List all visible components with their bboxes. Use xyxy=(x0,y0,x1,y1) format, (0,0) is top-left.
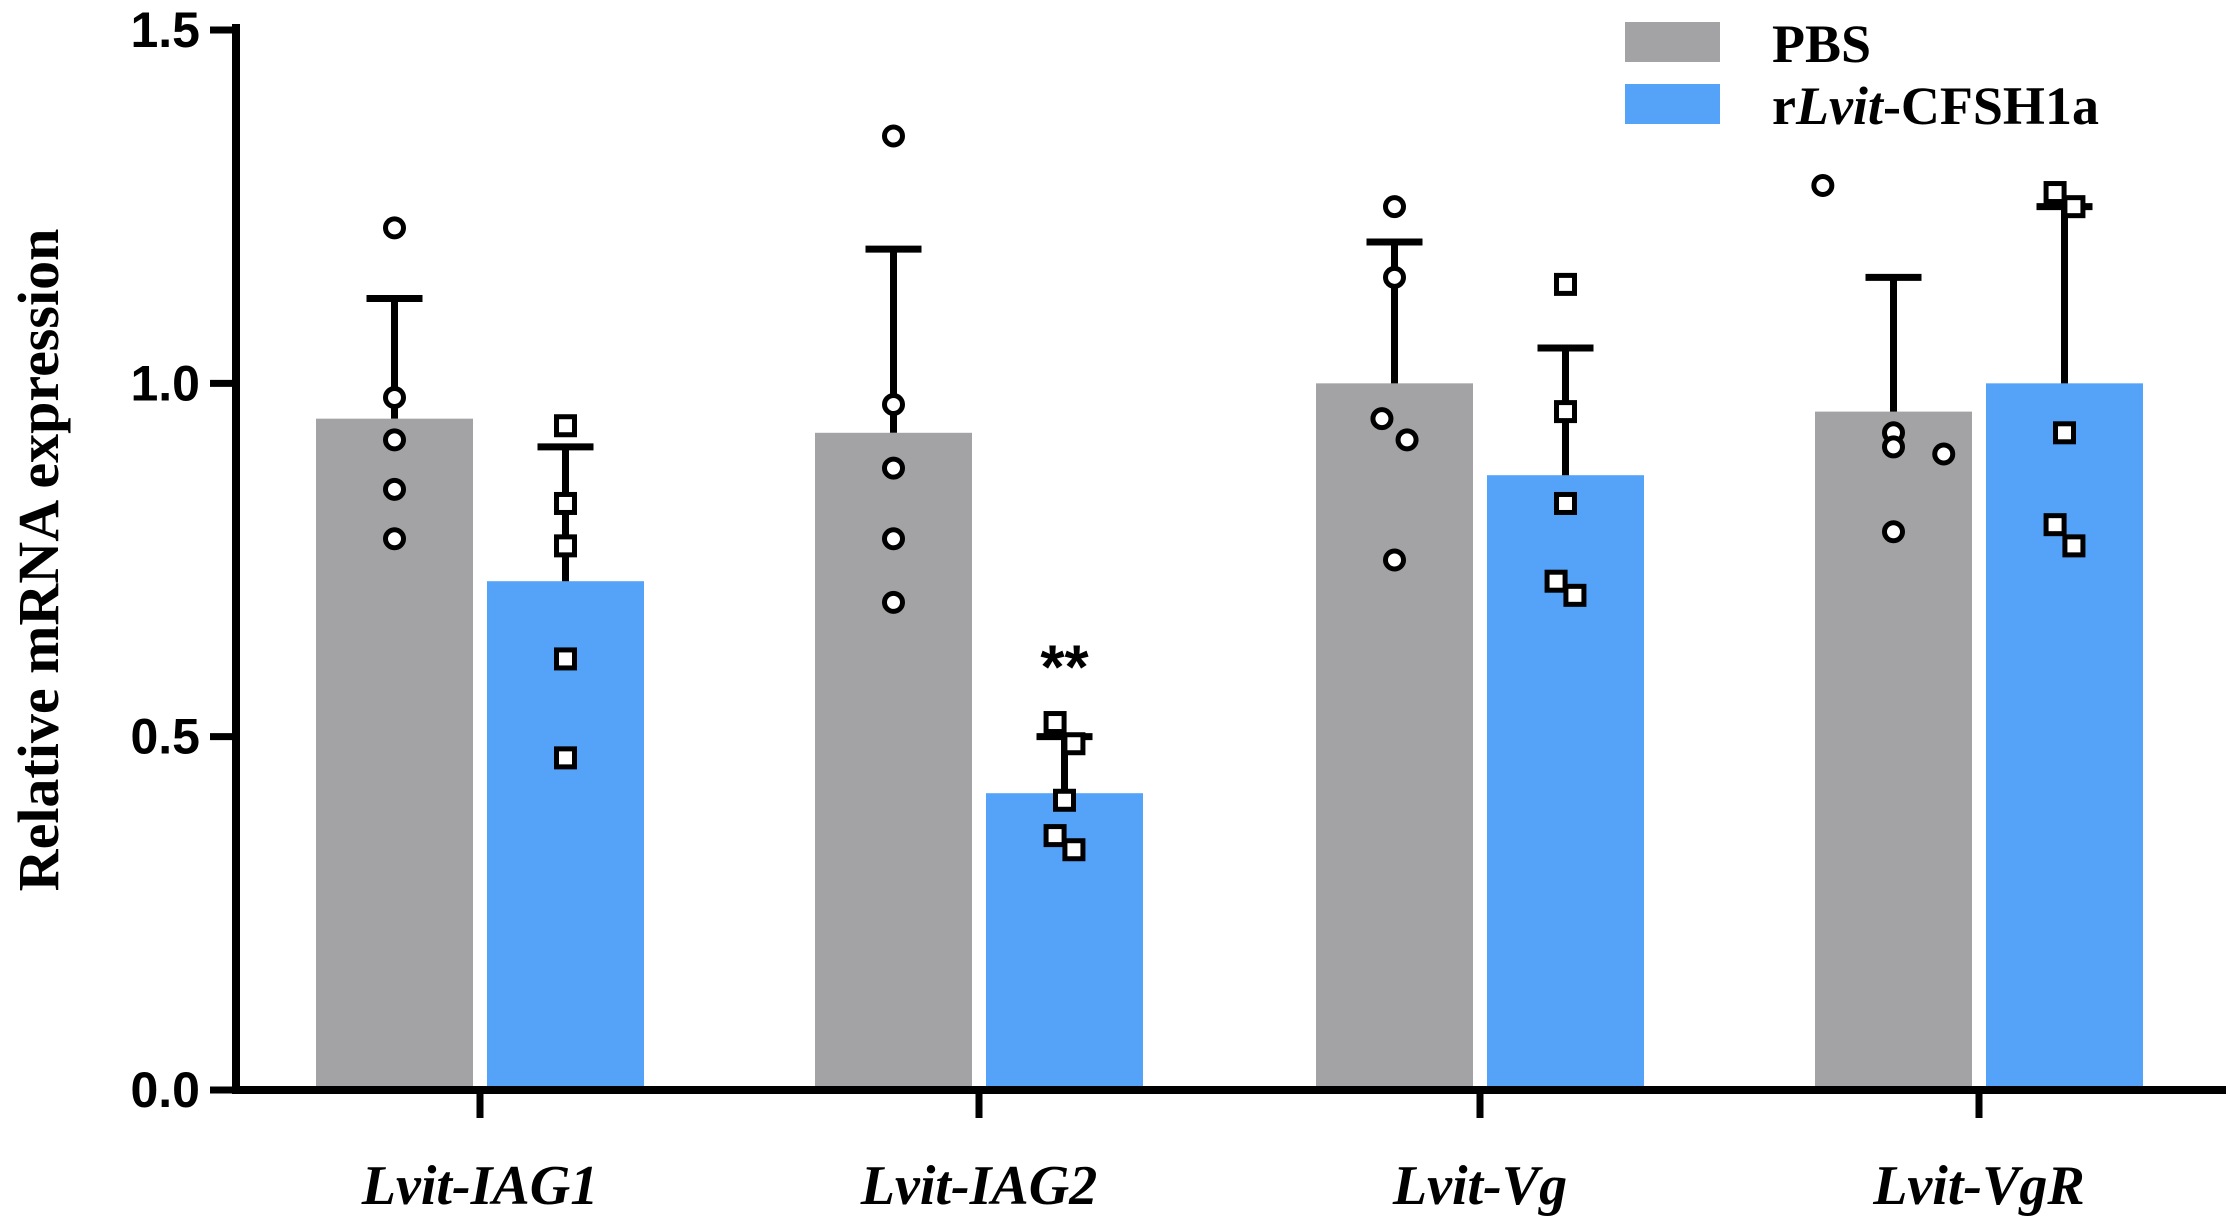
data-point-circle xyxy=(1882,435,1905,459)
data-points-layer xyxy=(383,124,2086,862)
data-point-square xyxy=(2043,181,2067,205)
data-point-square xyxy=(1563,583,1587,607)
legend-label-part: -CFSH1a xyxy=(1883,76,2099,136)
data-point-circle xyxy=(1395,428,1419,452)
x-tick-label-iag2: Lvit-IAG2 xyxy=(860,1155,1097,1217)
data-point-square xyxy=(2043,513,2067,537)
x-tick-label-sep: - xyxy=(1483,1155,1502,1217)
data-point-circle xyxy=(383,385,406,409)
data-point-circle xyxy=(882,527,905,551)
data-point-circle xyxy=(383,216,406,240)
data-point-square xyxy=(1043,711,1067,735)
x-tick-label-vg: Lvit-Vg xyxy=(1392,1155,1567,1217)
data-point-circle xyxy=(1882,520,1905,544)
data-point-square xyxy=(1062,838,1086,862)
data-point-square xyxy=(1053,788,1076,812)
y-tick-label: 1.5 xyxy=(130,2,200,58)
data-point-square xyxy=(1062,732,1086,756)
data-point-square xyxy=(554,534,577,558)
bar-cfsh1a-vgr xyxy=(1986,383,2143,1090)
legend-label-pbs: PBS xyxy=(1772,14,1871,74)
x-tick-label-gene: VgR xyxy=(1982,1155,2085,1217)
x-tick-label-prefix: Lvit xyxy=(860,1155,953,1217)
data-point-square xyxy=(554,647,577,671)
data-point-square xyxy=(554,491,577,515)
data-point-square xyxy=(2053,421,2076,445)
data-point-circle xyxy=(1383,195,1406,219)
x-tick-label-prefix: Lvit xyxy=(1392,1155,1485,1217)
data-point-circle xyxy=(882,393,905,417)
data-point-square xyxy=(2062,195,2086,219)
bar-pbs-iag1 xyxy=(316,418,473,1091)
data-point-circle xyxy=(383,428,406,452)
y-tick-label: 1.0 xyxy=(130,355,200,411)
x-tick-label-prefix: Lvit xyxy=(361,1155,454,1217)
x-tick-label-iag1: Lvit-IAG1 xyxy=(361,1155,598,1217)
legend-label-part: r xyxy=(1772,76,1796,136)
data-point-square xyxy=(1554,491,1577,515)
bar-pbs-vg xyxy=(1316,383,1473,1090)
data-point-square xyxy=(2062,534,2086,558)
data-point-circle xyxy=(882,124,905,148)
y-tick-label: 0.5 xyxy=(130,709,200,765)
x-tick-label-sep: - xyxy=(452,1155,471,1217)
x-tick-label-prefix: Lvit xyxy=(1872,1155,1965,1217)
data-point-square xyxy=(1554,272,1577,296)
data-point-square xyxy=(1043,824,1067,848)
legend-swatch-pbs xyxy=(1625,22,1720,62)
bars-layer xyxy=(316,383,2143,1091)
data-point-circle xyxy=(882,590,905,614)
bar-pbs-vgr xyxy=(1815,411,1972,1091)
data-point-circle xyxy=(383,527,406,551)
data-point-circle xyxy=(1370,407,1394,431)
x-tick-label-sep: - xyxy=(1963,1155,1982,1217)
legend-swatch-cfsh1a xyxy=(1625,84,1720,124)
legend-label-part: PBS xyxy=(1772,14,1871,74)
data-point-circle xyxy=(1932,442,1956,466)
data-point-circle xyxy=(383,477,406,501)
significance-marker: ** xyxy=(1040,634,1089,703)
data-point-square xyxy=(1554,400,1577,424)
x-tick-label-gene: Vg xyxy=(1502,1155,1567,1217)
x-tick-label-sep: - xyxy=(951,1155,970,1217)
y-tick-label: 0.0 xyxy=(130,1062,200,1118)
x-tick-label-vgr: Lvit-VgR xyxy=(1872,1155,2085,1217)
data-point-square xyxy=(554,414,577,438)
data-point-circle xyxy=(882,456,905,480)
axes-layer xyxy=(210,24,2226,1118)
legend-label-part: Lvit xyxy=(1795,76,1885,136)
data-point-circle xyxy=(1811,173,1835,197)
data-point-square xyxy=(554,746,577,770)
data-point-circle xyxy=(1383,548,1406,572)
data-point-circle xyxy=(1383,265,1406,289)
data-point-square xyxy=(1544,569,1568,593)
legend-label-cfsh1a: rLvit-CFSH1a xyxy=(1772,76,2099,136)
y-axis-title: Relative mRNA expression xyxy=(6,229,71,892)
bar-cfsh1a-vg xyxy=(1487,475,1644,1090)
x-tick-label-gene: IAG1 xyxy=(470,1155,599,1217)
x-tick-label-gene: IAG2 xyxy=(969,1155,1098,1217)
